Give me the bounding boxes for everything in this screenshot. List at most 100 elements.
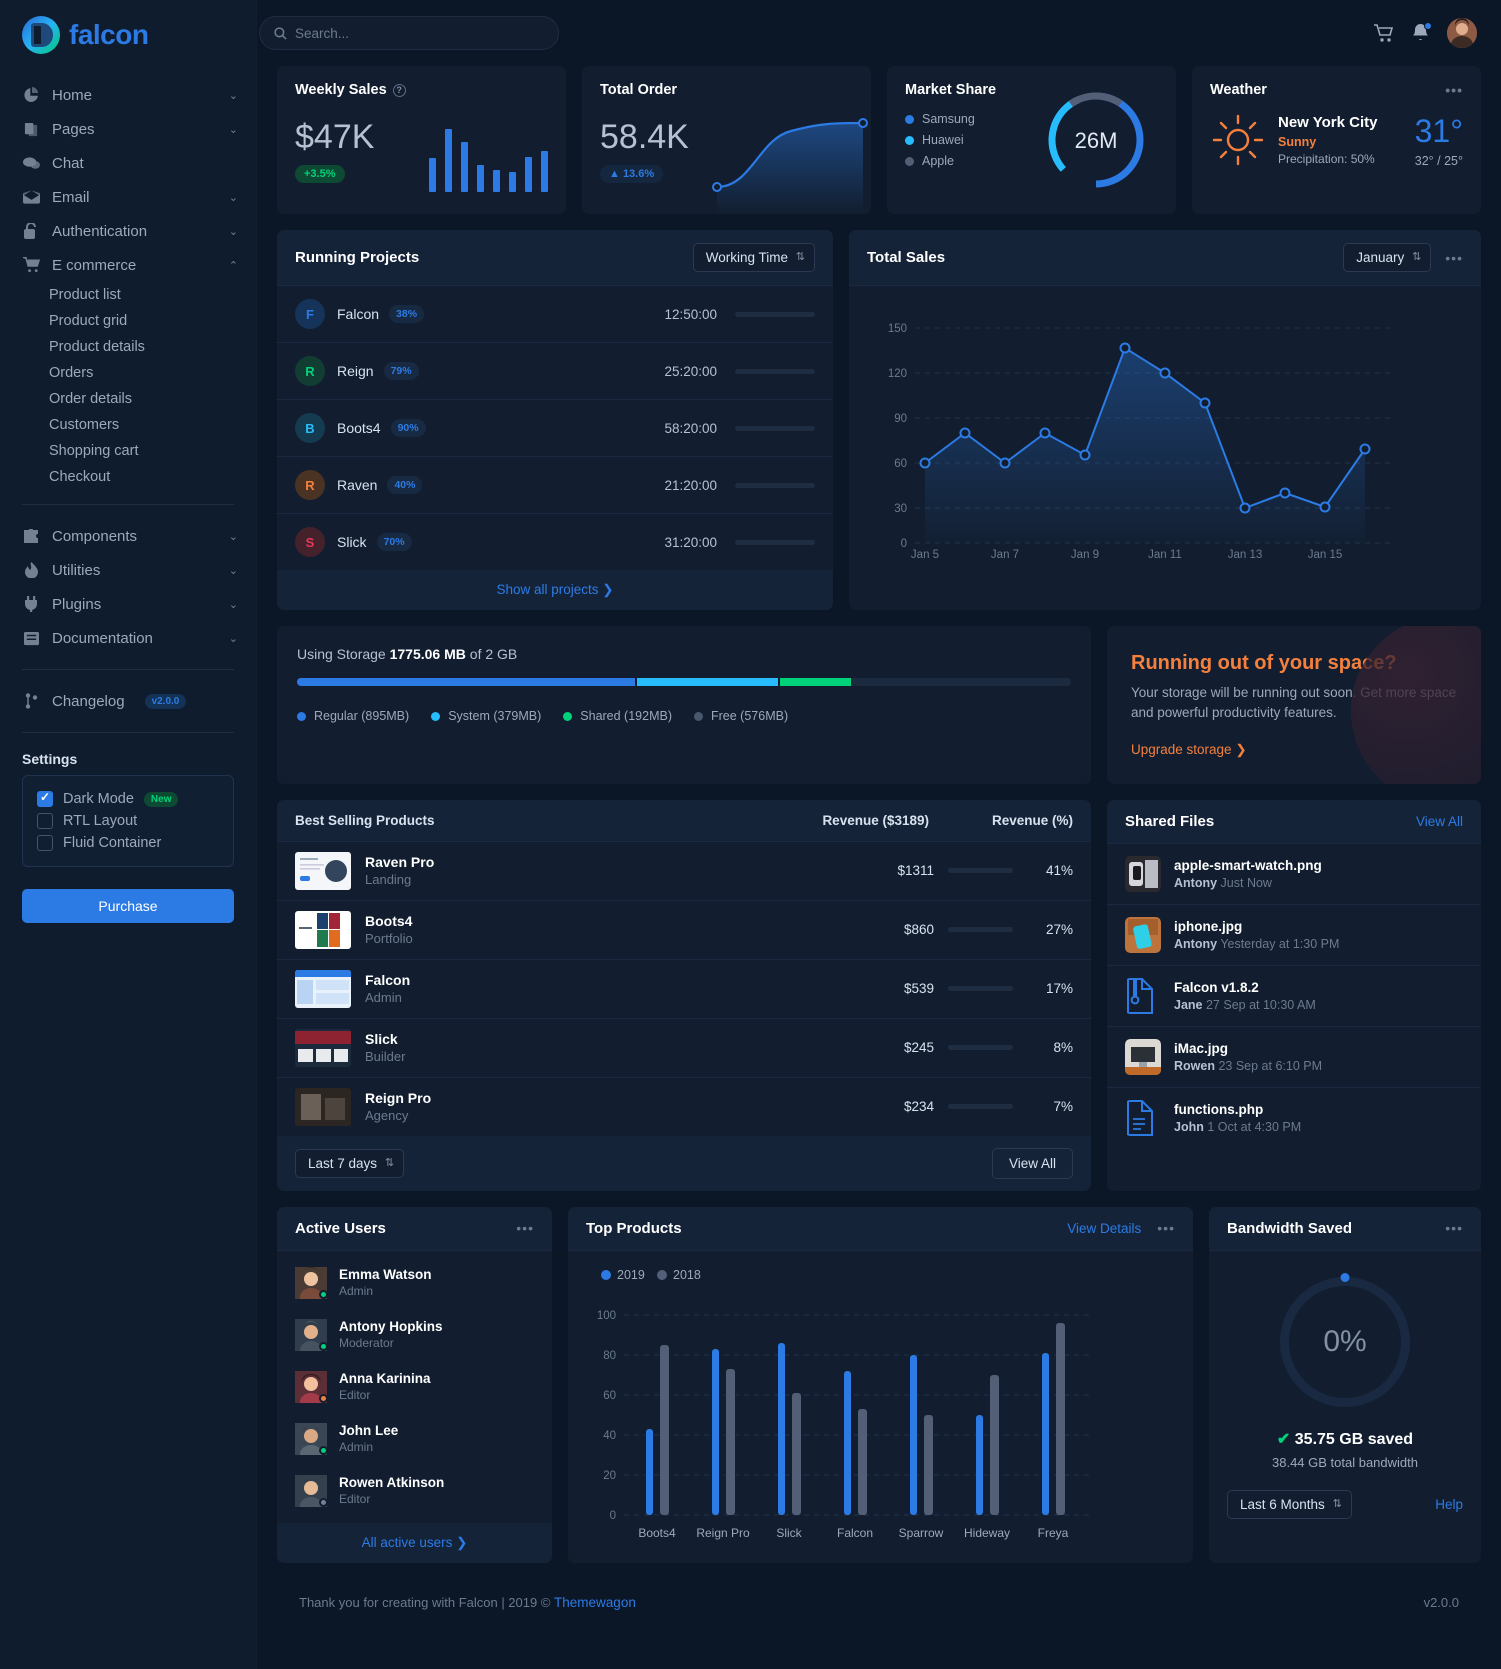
- list-item[interactable]: Falcon v1.8.2 Jane 27 Sep at 10:30 AM: [1107, 966, 1481, 1027]
- progress-bar: [735, 482, 815, 488]
- table-row[interactable]: Raven Pro Landing $1311 41%: [277, 842, 1091, 901]
- list-item[interactable]: functions.php John 1 Oct at 4:30 PM: [1107, 1088, 1481, 1148]
- setting-rtl-layout[interactable]: RTL Layout: [37, 810, 219, 832]
- gauge-ring: 0%: [1280, 1272, 1410, 1407]
- file-user: Rowen: [1174, 1058, 1215, 1073]
- cart-icon[interactable]: [1374, 23, 1394, 43]
- list-item[interactable]: iphone.jpg Antony Yesterday at 1:30 PM: [1107, 905, 1481, 966]
- sidebar-item-plugins[interactable]: Plugins ⌄: [0, 587, 256, 621]
- product-name: Raven Pro: [365, 854, 435, 870]
- themewagon-link[interactable]: Themewagon: [554, 1594, 636, 1610]
- sidebar-item-utilities[interactable]: Utilities ⌄: [0, 553, 256, 587]
- product-name: Boots4: [365, 913, 413, 929]
- svg-text:90: 90: [894, 413, 907, 425]
- legend-dot: [431, 711, 441, 721]
- file-user: John: [1174, 1119, 1204, 1134]
- sidebar-item-shopping-cart[interactable]: Shopping cart: [49, 443, 139, 459]
- file-time: 23 Sep at 6:10 PM: [1218, 1058, 1323, 1073]
- sidebar-item-product-list[interactable]: Product list: [49, 287, 121, 303]
- list-item[interactable]: iMac.jpg Rowen 23 Sep at 6:10 PM: [1107, 1027, 1481, 1088]
- search-input[interactable]: [295, 25, 544, 41]
- view-all-link[interactable]: View All: [1415, 813, 1463, 829]
- sidebar-item-components[interactable]: Components ⌄: [0, 519, 256, 553]
- bandwidth-percent: 0%: [1323, 1324, 1367, 1358]
- legend-label: System (379MB): [448, 709, 542, 723]
- sidebar-item-email[interactable]: Email ⌄: [0, 180, 256, 214]
- table-row[interactable]: R Raven 40% 21:20:00: [277, 457, 833, 514]
- show-all-projects-link[interactable]: Show all projects ❯: [496, 582, 614, 597]
- sidebar-item-label: Home: [52, 86, 93, 104]
- bandwidth-menu-icon[interactable]: •••: [1445, 1220, 1463, 1236]
- checkbox-rtl-layout[interactable]: [37, 813, 53, 829]
- setting-dark-mode[interactable]: Dark Mode New: [37, 788, 219, 810]
- total-sales-menu-icon[interactable]: •••: [1445, 249, 1463, 266]
- table-row[interactable]: B Boots4 90% 58:20:00: [277, 400, 833, 457]
- upgrade-storage-link[interactable]: Upgrade storage ❯: [1131, 741, 1247, 757]
- product-category: Landing: [365, 872, 412, 887]
- search-icon: [274, 26, 287, 40]
- date-range-select[interactable]: Last 7 days: [295, 1148, 405, 1178]
- list-item[interactable]: Emma Watson Admin: [277, 1257, 552, 1309]
- market-share-title: Market Share: [905, 82, 997, 98]
- list-item[interactable]: Antony Hopkins Moderator: [277, 1309, 552, 1361]
- bandwidth-total: 38.44 GB total bandwidth: [1272, 1454, 1418, 1470]
- question-icon[interactable]: ?: [392, 83, 406, 97]
- user-name: Emma Watson: [339, 1267, 432, 1282]
- product-category: Admin: [365, 990, 402, 1005]
- list-item[interactable]: John Lee Admin: [277, 1413, 552, 1465]
- table-row[interactable]: Slick Builder $245 8%: [277, 1019, 1091, 1078]
- list-item[interactable]: apple-smart-watch.png Antony Just Now: [1107, 844, 1481, 905]
- sidebar-item-order-details[interactable]: Order details: [49, 391, 133, 407]
- svg-text:0: 0: [610, 1510, 616, 1522]
- sidebar-item-checkout[interactable]: Checkout: [49, 469, 111, 485]
- footer-credit: Thank you for creating with Falcon | 201…: [299, 1594, 555, 1610]
- top-products-menu-icon[interactable]: •••: [1157, 1220, 1175, 1236]
- top-products-barchart: 2019 2018: [568, 1251, 1193, 1563]
- working-time-select[interactable]: Working Time: [692, 243, 815, 272]
- sidebar-item-home[interactable]: Home ⌄: [0, 78, 256, 112]
- list-item[interactable]: Rowen Atkinson Editor: [277, 1465, 552, 1517]
- table-row[interactable]: F Falcon 38% 12:50:00: [277, 286, 833, 343]
- sidebar-item-pages[interactable]: Pages ⌄: [0, 112, 256, 146]
- shared-files-title: Shared Files: [1125, 812, 1215, 830]
- search-box[interactable]: [259, 16, 559, 50]
- sidebar-item-documentation[interactable]: Documentation ⌄: [0, 621, 256, 655]
- sidebar-item-customers[interactable]: Customers: [49, 417, 120, 433]
- table-row[interactable]: R Reign 79% 25:20:00: [277, 343, 833, 400]
- setting-fluid-container[interactable]: Fluid Container: [37, 832, 219, 854]
- table-row[interactable]: S Slick 70% 31:20:00: [277, 514, 833, 570]
- table-row[interactable]: Reign Pro Agency $234 7%: [277, 1078, 1091, 1136]
- brand-name: falcon: [69, 19, 149, 50]
- svg-text:Slick: Slick: [776, 1526, 802, 1540]
- weekly-sales-value: $47K: [295, 118, 375, 156]
- table-row[interactable]: Falcon Admin $539 17%: [277, 960, 1091, 1019]
- weather-menu-icon[interactable]: •••: [1445, 82, 1463, 98]
- month-select[interactable]: January: [1343, 243, 1432, 272]
- sidebar-item-product-grid[interactable]: Product grid: [49, 313, 128, 329]
- sidebar-item-label: Pages: [52, 120, 95, 138]
- weather-city: New York City: [1278, 114, 1378, 131]
- sidebar-item-chat[interactable]: Chat: [0, 146, 256, 180]
- help-link[interactable]: Help: [1435, 1496, 1463, 1512]
- table-row[interactable]: Boots4 Portfolio $860 27%: [277, 901, 1091, 960]
- view-all-button[interactable]: View All: [991, 1147, 1073, 1179]
- sidebar-item-product-details[interactable]: Product details: [49, 339, 145, 355]
- purchase-button[interactable]: Purchase: [22, 889, 234, 923]
- all-active-users-link[interactable]: All active users ❯: [361, 1534, 468, 1550]
- brand-logo-link[interactable]: falcon: [0, 0, 256, 78]
- view-details-link[interactable]: View Details: [1067, 1220, 1142, 1236]
- storage-progress-bar: [297, 678, 1071, 686]
- sidebar-item-orders[interactable]: Orders: [49, 365, 94, 381]
- status-badge: [319, 1341, 328, 1351]
- sidebar-item-changelog[interactable]: Changelog v2.0.0: [0, 684, 256, 718]
- svg-text:100: 100: [597, 1310, 616, 1322]
- list-item[interactable]: Anna Karinina Editor: [277, 1361, 552, 1413]
- bandwidth-range-select[interactable]: Last 6 Months: [1227, 1489, 1352, 1519]
- active-users-menu-icon[interactable]: •••: [516, 1220, 534, 1236]
- bell-icon[interactable]: [1412, 21, 1432, 43]
- sidebar-item-ecommerce[interactable]: E commerce ⌃: [0, 248, 256, 282]
- checkbox-fluid-container[interactable]: [37, 835, 53, 851]
- user-avatar[interactable]: [1447, 18, 1477, 48]
- sidebar-item-authentication[interactable]: Authentication ⌄: [0, 214, 256, 248]
- checkbox-dark-mode[interactable]: [37, 790, 53, 807]
